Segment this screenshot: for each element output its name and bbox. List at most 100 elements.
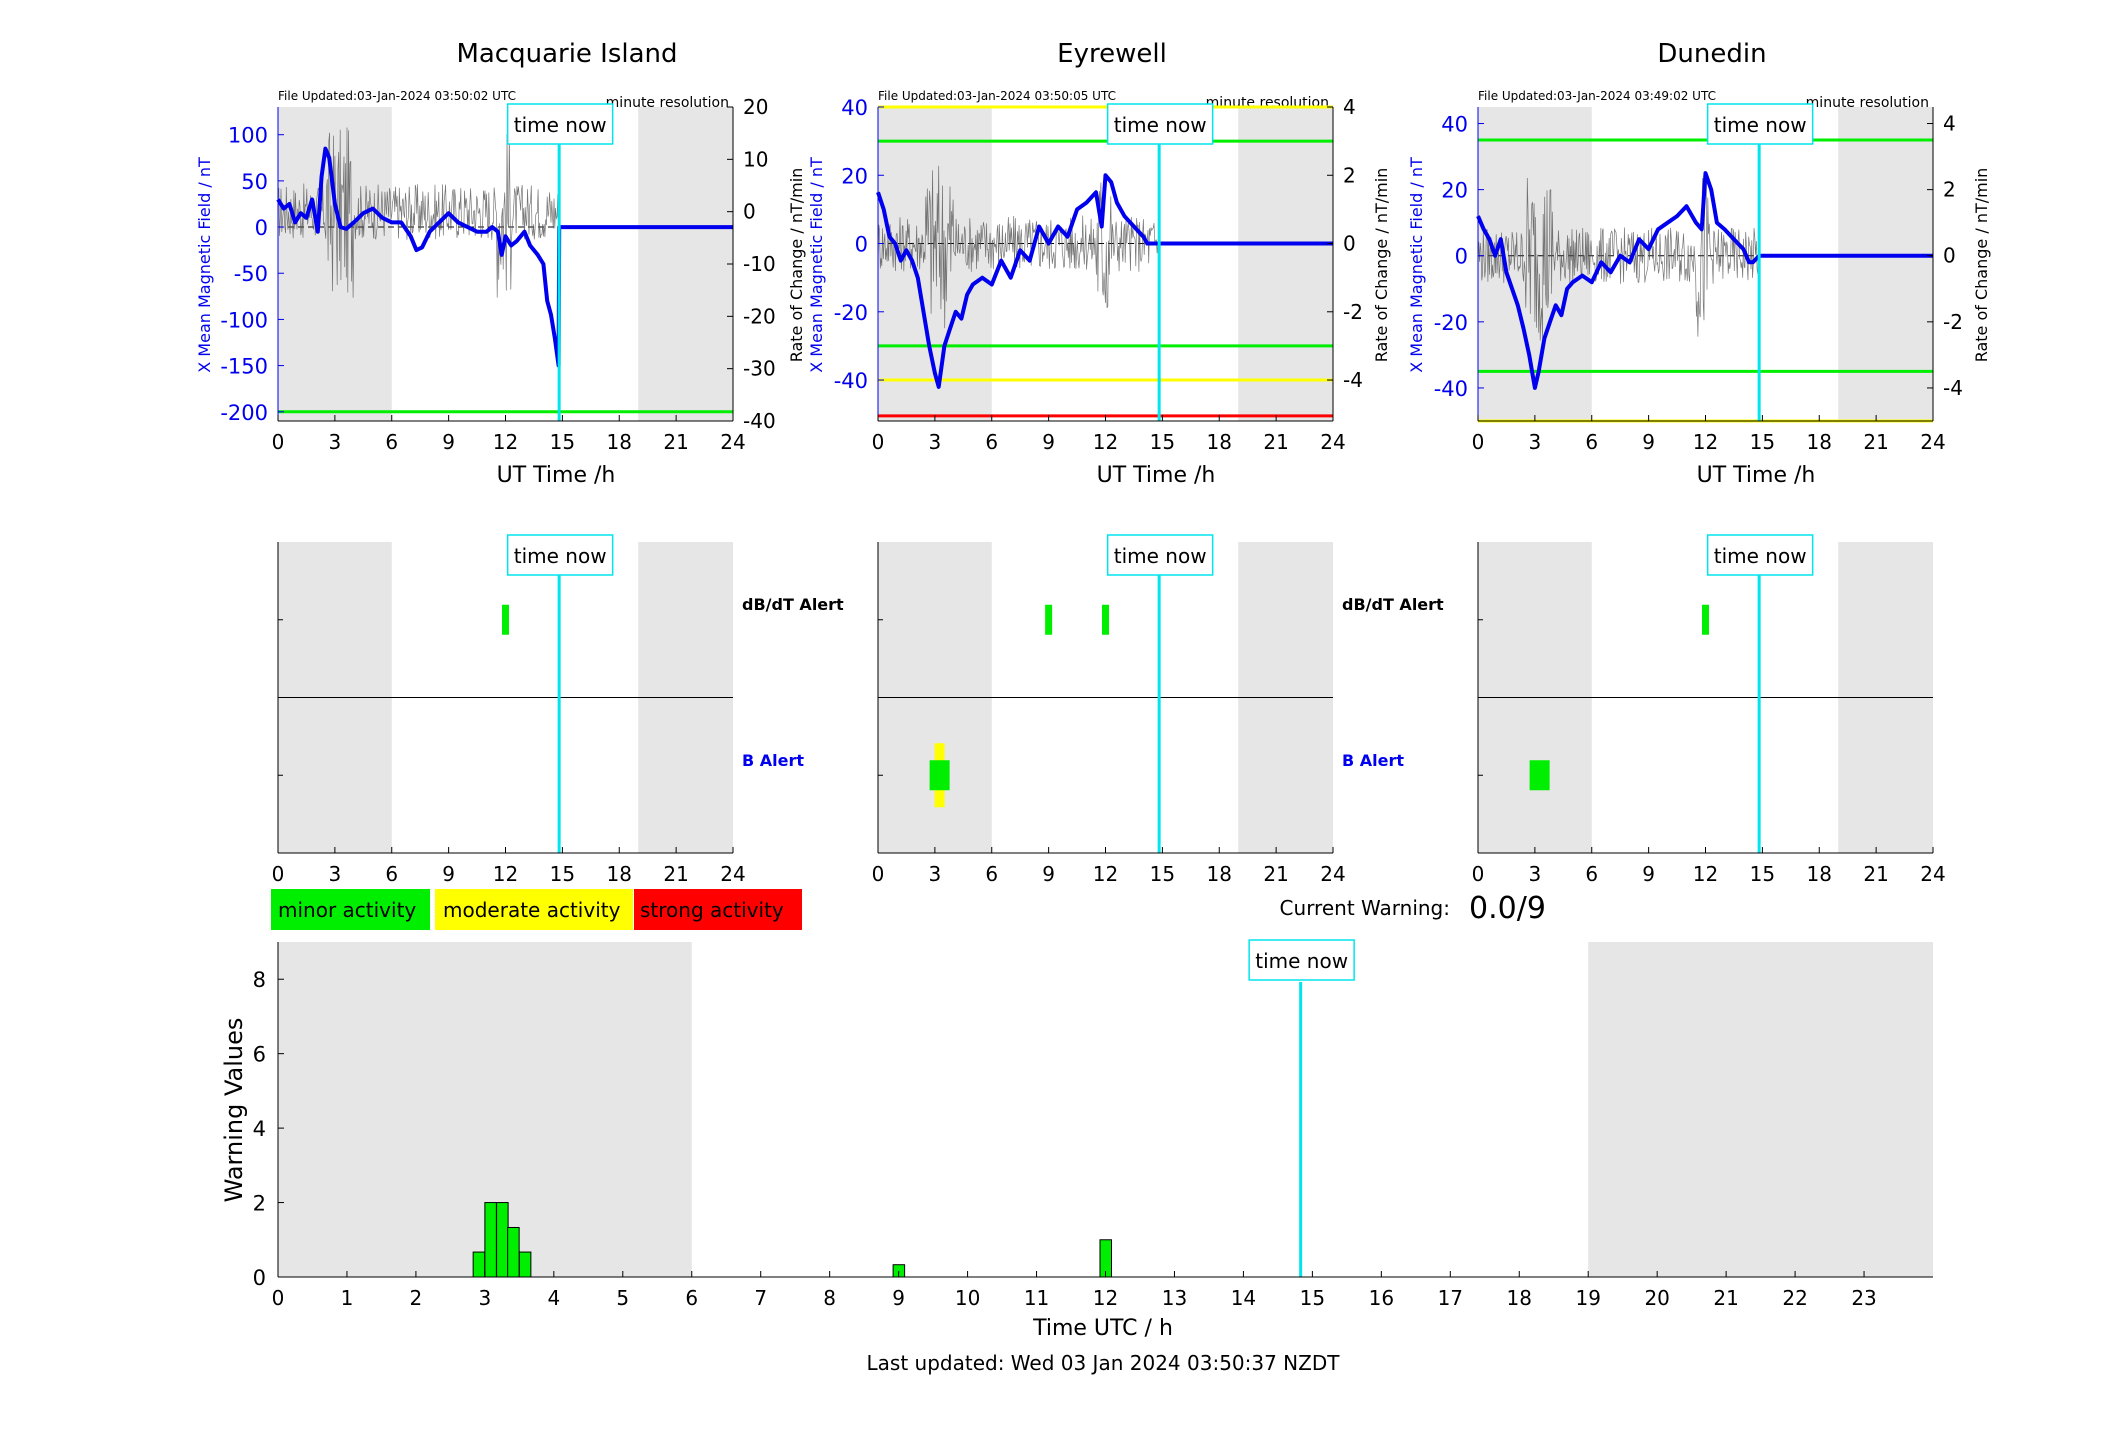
alert-panel-2-xtick-label: 6 — [985, 862, 998, 886]
warning-xtick-label: 10 — [955, 1286, 980, 1310]
eyrewell-ytick-label: 20 — [841, 164, 868, 188]
alert-panel-1-xtick-label: 21 — [663, 862, 688, 886]
macquarie-island-field-series — [276, 146, 733, 368]
eyrewell-ytick-right-label: 4 — [1343, 95, 1356, 119]
alert-panel-3-xtick-label: 24 — [1920, 862, 1945, 886]
macquarie-island-night-shade — [638, 107, 733, 421]
eyrewell-field-series — [876, 173, 1333, 389]
alert-panel-2-xtick-label: 12 — [1093, 862, 1118, 886]
warning-bar — [472, 1251, 486, 1278]
current-warning-label: Current Warning: — [1280, 896, 1450, 920]
dunedin-ytick-right-label: 0 — [1943, 244, 1956, 268]
legend-minor-label: minor activity — [278, 898, 416, 922]
macquarie-island-xtick-label: 15 — [550, 430, 575, 454]
file-updated-dunedin: File Updated:03-Jan-2024 03:49:02 UTC — [1478, 89, 1716, 103]
ylabel-warning: Warning Values — [220, 1018, 248, 1203]
current-warning-value: 0.0/9 — [1469, 891, 1546, 926]
file-updated-macquarie: File Updated:03-Jan-2024 03:50:02 UTC — [278, 89, 516, 103]
dunedin-ytick-right-label: 4 — [1943, 112, 1956, 136]
macquarie-island-ytick-label: -200 — [220, 401, 268, 425]
alert-panel-1-xtick-label: 15 — [550, 862, 575, 886]
warning-bar — [496, 1202, 509, 1278]
alert-panel-3-time-now-box — [1706, 534, 1814, 576]
xlabel-warning: Time UTC / h — [1032, 1316, 1173, 1341]
dunedin-ytick-label: 40 — [1441, 113, 1468, 137]
warning-bar — [518, 1251, 532, 1278]
warning-xtick-label: 8 — [823, 1286, 836, 1310]
macquarie-island-xtick-label: 18 — [607, 430, 632, 454]
eyrewell-time-now-label: time now — [1114, 113, 1207, 137]
macquarie-island-ytick-right-label: -20 — [743, 304, 776, 328]
macquarie-island-ytick-label: -100 — [220, 308, 268, 332]
b-alert-label-2: B Alert — [1342, 751, 1404, 770]
macquarie-island-xtick-label: 24 — [720, 430, 745, 454]
warning-xtick-label: 23 — [1851, 1286, 1876, 1310]
legend-minor-swatch — [271, 889, 430, 930]
ylabel-right-eyrewell: Rate of Change / nT/min — [1372, 168, 1391, 363]
panel-title-macquarie: Macquarie Island — [456, 39, 677, 69]
eyrewell-ytick-label: -20 — [834, 301, 868, 325]
alert-panel-1-xtick-label: 0 — [272, 862, 285, 886]
warning-xtick-label: 6 — [685, 1286, 698, 1310]
eyrewell-ytick-label: 0 — [855, 233, 868, 257]
alert-panel-2-xtick-label: 3 — [929, 862, 942, 886]
alert-panel-2-alert-mark — [929, 760, 950, 791]
macquarie-island-ytick-label: 0 — [255, 216, 268, 240]
macquarie-island-ytick-label: 50 — [241, 170, 268, 194]
macquarie-island-xtick-label: 3 — [329, 430, 342, 454]
alert-panel-1-alert-mark — [502, 604, 509, 635]
warning-xtick-label: 19 — [1575, 1286, 1600, 1310]
warning-time-now-box — [1248, 939, 1355, 981]
alert-panel-3-alert-mark — [1529, 760, 1550, 791]
warning-ytick-label: 8 — [253, 968, 266, 992]
warning-ytick-label: 6 — [253, 1043, 266, 1067]
warning-xtick-label: 21 — [1713, 1286, 1738, 1310]
macquarie-island-ytick-right-label: -40 — [743, 409, 776, 433]
macquarie-island-ytick-right-label: 20 — [743, 95, 768, 119]
alert-panel-3-xtick-label: 6 — [1585, 862, 1598, 886]
alert-panel-3-xtick-label: 9 — [1642, 862, 1655, 886]
alert-panel-2-alert-mark — [1045, 604, 1053, 635]
alert-panel-1-time-now-label: time now — [514, 544, 607, 568]
last-updated-text: Last updated: Wed 03 Jan 2024 03:50:37 N… — [867, 1351, 1341, 1375]
warning-xtick-label: 4 — [547, 1286, 560, 1310]
legend-moderate-label: moderate activity — [443, 898, 621, 922]
warning-xtick-label: 22 — [1782, 1286, 1807, 1310]
macquarie-island-xtick-label: 0 — [272, 430, 285, 454]
macquarie-island-ytick-label: -50 — [234, 262, 268, 286]
eyrewell-xtick-label: 15 — [1150, 430, 1175, 454]
dunedin-field-series — [1476, 171, 1933, 390]
macquarie-island-ytick-label: 100 — [228, 124, 268, 148]
dunedin-ytick-label: 0 — [1455, 245, 1468, 269]
alert-panel-2-time-now-label: time now — [1114, 544, 1207, 568]
warning-xtick-label: 3 — [479, 1286, 492, 1310]
alert-panel-2-xtick-label: 18 — [1207, 862, 1232, 886]
alert-panel-2-alert-mark — [1102, 604, 1109, 635]
dbdt-alert-label-2: dB/dT Alert — [1342, 595, 1444, 614]
eyrewell-xtick-label: 6 — [985, 430, 998, 454]
dunedin-xtick-label: 6 — [1585, 430, 1598, 454]
macquarie-island-xtick-label: 9 — [442, 430, 455, 454]
ylabel-eyrewell: X Mean Magnetic Field / nT — [807, 157, 826, 373]
warning-xtick-label: 12 — [1093, 1286, 1118, 1310]
ylabel-right-macquarie: Rate of Change / nT/min — [787, 168, 806, 363]
ylabel-dunedin: X Mean Magnetic Field / nT — [1407, 157, 1426, 373]
macquarie-island-ytick-right-label: -10 — [743, 252, 776, 276]
warning-bar — [507, 1226, 520, 1278]
alert-panel-3-time-now-label: time now — [1714, 544, 1807, 568]
dunedin-xtick-label: 15 — [1750, 430, 1775, 454]
warning-xtick-label: 9 — [892, 1286, 905, 1310]
macquarie-island-xtick-label: 12 — [493, 430, 518, 454]
panel-title-eyrewell: Eyrewell — [1057, 39, 1167, 69]
alert-panel-1-xtick-label: 6 — [385, 862, 398, 886]
macquarie-island-time-now-box — [506, 103, 614, 145]
alert-panel-1-xtick-label: 24 — [720, 862, 745, 886]
eyrewell-xtick-label: 18 — [1207, 430, 1232, 454]
eyrewell-ytick-label: 40 — [841, 96, 868, 120]
warning-xtick-label: 18 — [1507, 1286, 1532, 1310]
eyrewell-time-now-box — [1106, 103, 1214, 145]
macquarie-island-rate-series — [277, 127, 559, 298]
warning-xtick-label: 14 — [1231, 1286, 1256, 1310]
alert-panel-3-alert-mark — [1702, 604, 1709, 635]
